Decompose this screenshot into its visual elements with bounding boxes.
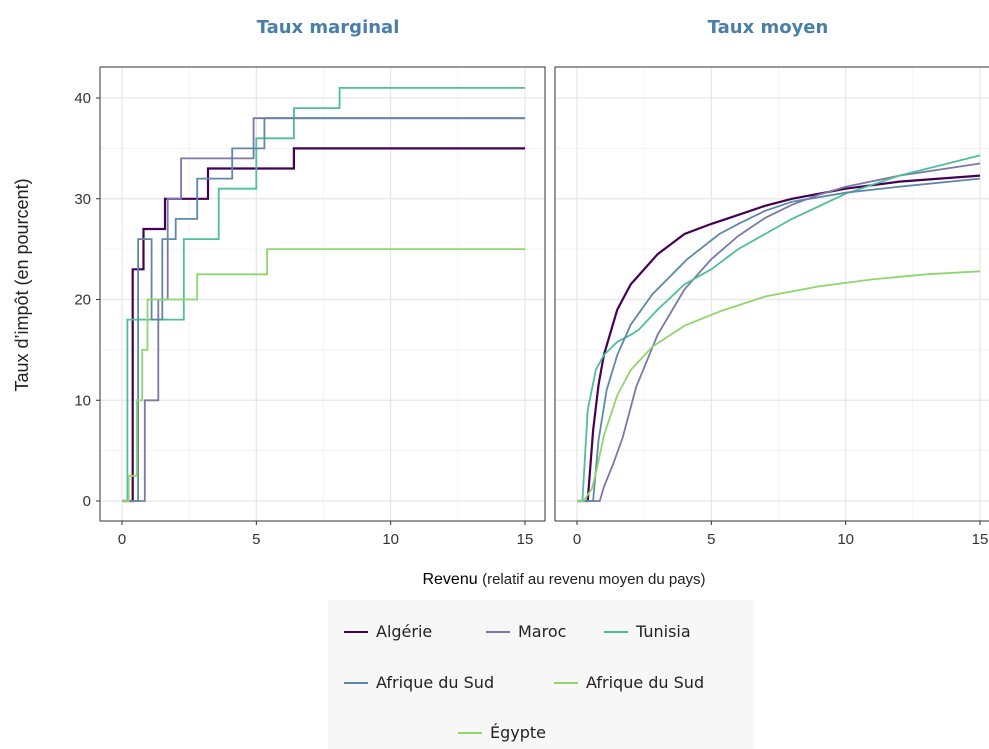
legend-label: Maroc	[518, 622, 566, 641]
y-tick-label: 10	[74, 392, 91, 409]
series-line-1	[122, 117, 525, 502]
left-x-ticks: 0 5 10 15	[118, 521, 534, 548]
series-line-3	[122, 117, 525, 502]
x-tick-label: 15	[517, 531, 534, 548]
x-tick-label: 10	[382, 531, 399, 548]
right-panel: 0 5 10 15	[554, 66, 989, 548]
series-line-3	[577, 177, 981, 502]
legend-label: Tunisia	[635, 622, 691, 641]
left-grid	[100, 67, 545, 521]
left-panel-frame	[99, 66, 546, 522]
x-axis-label-main: Revenu	[422, 571, 477, 588]
legend-label: Égypte	[490, 723, 546, 742]
y-tick-label: 0	[83, 493, 91, 510]
legend-background	[328, 600, 754, 749]
series-line-0	[577, 174, 981, 503]
x-tick-label: 5	[707, 531, 715, 548]
x-tick-label: 5	[252, 531, 260, 548]
legend: Algérie Maroc Tunisia Afrique du Sud Afrique…	[344, 622, 704, 742]
y-axis-label: Taux d’impôt (en pourcent)	[12, 178, 32, 391]
x-tick-label: 0	[573, 531, 581, 548]
right-x-ticks: 0 5 10 15	[573, 521, 989, 548]
x-tick-label: 15	[972, 531, 989, 548]
right-series-lines	[577, 154, 981, 503]
series-line-2	[577, 154, 981, 502]
x-tick-label: 0	[118, 531, 126, 548]
y-tick-label: 20	[74, 292, 91, 309]
right-panel-frame	[554, 66, 989, 522]
series-line-0	[122, 147, 525, 503]
left-y-ticks: 0 10 20 30 40	[74, 90, 100, 510]
y-tick-label: 30	[74, 191, 91, 208]
left-panel-title: Taux marginal	[257, 17, 400, 38]
series-line-2	[122, 87, 525, 502]
left-panel: 0 10 20 30 40 0 5 10 15	[74, 66, 546, 548]
series-line-4	[122, 248, 525, 502]
right-panel-title: Taux moyen	[708, 17, 829, 38]
x-tick-label: 10	[837, 531, 854, 548]
legend-label: Afrique du Sud	[376, 673, 494, 692]
series-line-1	[577, 162, 981, 502]
right-grid	[555, 67, 989, 521]
legend-label: Algérie	[376, 622, 432, 641]
y-tick-label: 40	[74, 90, 91, 107]
left-series-lines	[122, 87, 525, 503]
x-axis-label: Revenu (relatif au revenu moyen du pays)	[422, 571, 705, 588]
legend-label: Afrique du Sud	[586, 673, 704, 692]
series-line-4	[577, 270, 981, 502]
x-axis-label-rest: (relatif au revenu moyen du pays)	[482, 571, 705, 588]
